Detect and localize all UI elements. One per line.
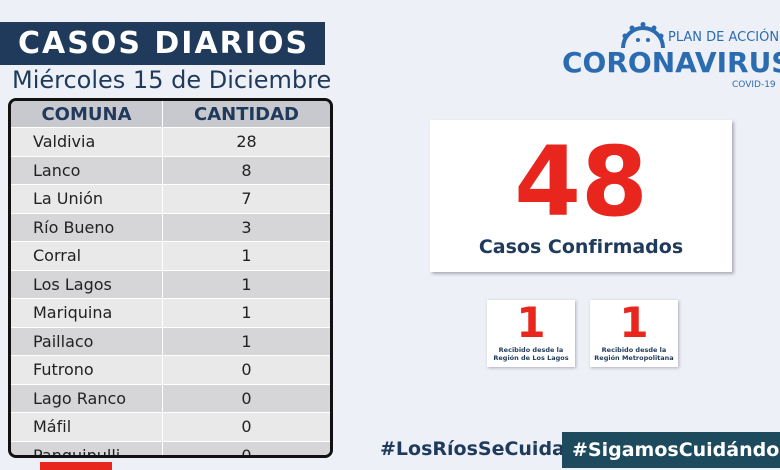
cantidad: 0 bbox=[241, 417, 252, 436]
cantidad: 0 bbox=[241, 388, 252, 408]
received-card: 1 Recibido desde la Región de Los Lagos bbox=[487, 300, 575, 367]
table-row: Mariquina 1 bbox=[11, 299, 330, 328]
cantidad: 8 bbox=[241, 160, 252, 180]
cantidad: 0 bbox=[241, 360, 252, 379]
table-row: Valdivia 28 bbox=[11, 128, 330, 157]
logo-top: PLAN DE ACCIÓN bbox=[668, 30, 780, 45]
comuna: Los Lagos bbox=[11, 270, 163, 298]
received-value: 1 bbox=[619, 298, 649, 347]
column-header: CANTIDAD bbox=[194, 104, 299, 125]
comuna: Valdivia bbox=[11, 128, 163, 156]
cantidad: 1 bbox=[241, 246, 252, 265]
title: CASOS DIARIOS bbox=[0, 22, 325, 65]
received-value: 1 bbox=[516, 298, 546, 347]
comuna: Río Bueno bbox=[11, 213, 163, 241]
comuna: Lago Ranco bbox=[11, 384, 163, 412]
table-row: Panguipulli 0 bbox=[11, 441, 330, 458]
comuna: Mariquina bbox=[11, 299, 163, 327]
comuna: Corral bbox=[11, 242, 163, 270]
total-value: 48 bbox=[514, 126, 648, 238]
table-row: Paillaco 1 bbox=[11, 327, 330, 356]
cantidad: 1 bbox=[241, 303, 252, 322]
accent-bar bbox=[40, 462, 112, 470]
table-row: Máfil 0 bbox=[11, 413, 330, 442]
table-row: Corral 1 bbox=[11, 242, 330, 271]
table-row: Futrono 0 bbox=[11, 356, 330, 385]
date: Miércoles 15 de Diciembre bbox=[12, 66, 332, 94]
column-header: COMUNA bbox=[11, 101, 163, 127]
comuna: Máfil bbox=[11, 413, 163, 441]
table-header: COMUNA CANTIDAD bbox=[11, 101, 330, 128]
cantidad: 0 bbox=[241, 445, 252, 458]
table-row: Lanco 8 bbox=[11, 156, 330, 185]
virus-icon bbox=[621, 22, 665, 49]
cantidad: 7 bbox=[241, 189, 252, 208]
cases-table: COMUNA CANTIDAD Valdivia 28 Lanco 8 La Unión… bbox=[8, 98, 333, 458]
comuna: La Unión bbox=[11, 185, 163, 213]
table-row: Los Lagos 1 bbox=[11, 270, 330, 299]
cantidad: 28 bbox=[236, 132, 257, 151]
total-card: 48 Casos Confirmados bbox=[430, 120, 732, 272]
table-row: Lago Ranco 0 bbox=[11, 384, 330, 413]
table-row: La Unión 7 bbox=[11, 185, 330, 214]
logo-main: CORONAVIRUS bbox=[562, 46, 780, 79]
received-label: Recibido desde la bbox=[498, 346, 564, 354]
cantidad: 1 bbox=[241, 274, 252, 294]
comuna: Paillaco bbox=[11, 327, 163, 355]
total-label: Casos Confirmados bbox=[478, 236, 684, 258]
comuna: Panguipulli bbox=[11, 441, 163, 455]
table-row: Río Bueno 3 bbox=[11, 213, 330, 242]
cantidad: 1 bbox=[241, 331, 252, 351]
logo-sub: COVID-19 bbox=[732, 80, 776, 90]
received-label: Región Metropolitana bbox=[594, 354, 674, 362]
hashtag: #LosRíosSeCuida bbox=[380, 438, 565, 460]
comuna: Futrono bbox=[11, 356, 163, 384]
comuna: Lanco bbox=[11, 156, 163, 184]
received-label: Región de Los Lagos bbox=[493, 354, 569, 362]
cantidad: 3 bbox=[241, 217, 252, 237]
received-label: Recibido desde la bbox=[601, 346, 667, 354]
hashtag: #SigamosCuidándonos bbox=[562, 432, 780, 468]
received-card: 1 Recibido desde la Región Metropolitana bbox=[590, 300, 678, 367]
